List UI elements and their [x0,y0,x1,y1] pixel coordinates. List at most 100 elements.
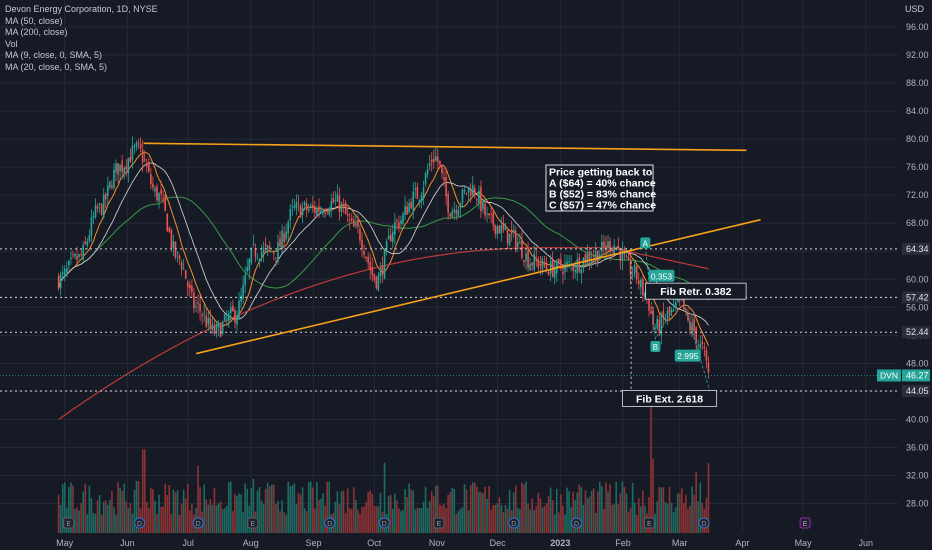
candle-body [500,225,503,234]
volume-bar [76,507,78,533]
legend-indicator[interactable]: MA (9, close, 0, SMA, 5) [5,50,103,61]
volume-bar [353,487,355,533]
candle-body [517,242,519,247]
candle-body [502,223,505,230]
event-badge [433,517,445,529]
event-badge [134,517,146,529]
volume-bar [584,490,587,533]
fib-ratio: 0.353 [648,269,675,282]
candle-body [674,302,677,308]
candle-body [467,186,470,192]
ticker-label: DVN [880,370,898,380]
candle-body [303,202,306,206]
volume-bar [404,489,406,533]
price-axis[interactable]: 28.0032.0036.0040.0044.0048.0052.0056.00… [877,0,932,550]
volume-bar [623,486,626,533]
volume-bar [260,500,263,533]
volume-bar [670,502,673,533]
volume-bar [555,488,558,533]
candle-body [539,263,542,266]
candle-body [121,160,123,172]
volume-bar [488,485,490,533]
legend-indicator[interactable]: Vol [5,38,18,49]
candle-body [268,246,271,249]
legend-title[interactable]: Devon Energy Corporation, 1D, NYSE [5,4,158,14]
currency-label[interactable]: USD [904,4,924,14]
candle-body [377,274,380,291]
earnings-event: E [799,517,811,529]
legend-indicator[interactable]: MA (20, close, 0, SMA, 5) [5,61,108,72]
volume-bar [168,484,171,533]
volume-bar [508,490,511,533]
price-tick-label: 92.00 [906,50,929,60]
volume-bar [305,511,308,533]
volume-bar [430,491,433,533]
volume-bar [68,486,70,533]
candle-body [459,203,462,209]
candle-body [512,229,515,232]
fib-ratio-label: 0.353 [651,271,673,281]
volume-bar [127,508,130,533]
candle-body [387,235,390,240]
volume-bar [162,506,164,533]
volume-bar [676,493,679,533]
volume-bar [693,494,695,533]
volume-bar [152,489,154,533]
volume-bar [687,508,689,533]
candle-body [650,310,652,314]
candle-body [664,318,667,320]
volume-bar [113,507,115,533]
candle-body [234,310,236,323]
legend-indicator[interactable]: MA (50, close) [5,15,63,26]
event-label: D [701,521,706,528]
volume-bar [225,505,228,533]
legend-indicator[interactable]: MA (200, close) [5,27,68,38]
candle-body [707,362,710,373]
volume-bar [336,491,339,533]
volume-bar [117,482,119,533]
dividend-event: D [192,517,204,529]
volume-bar [314,508,316,533]
candle-body [482,201,484,210]
volume-bar [240,494,242,533]
volume-bar [445,507,447,533]
candle-body [605,245,607,251]
volume-bar [322,493,324,533]
annotation-box[interactable]: Price getting back to A ($64) = 40% chan… [545,164,656,212]
volume-bar [297,492,300,533]
candle-body [59,274,62,289]
candle-body [531,262,533,266]
volume-bar [328,481,331,533]
time-axis[interactable]: May Jun Jul Aug Sep Oct Nov Dec 2023 Feb Mar Apr May… [0,533,898,550]
volume-bar [131,513,134,533]
volume-bar [141,449,144,533]
volume-bar [498,497,501,533]
candle-body [666,310,669,318]
volume-bar [361,507,363,533]
candle-body [484,203,486,216]
volume-bar [523,484,525,533]
volume-bar [514,485,517,533]
volume-bar [199,487,201,533]
volume-bar [377,506,380,533]
candle-body [435,155,437,161]
candle-body [496,226,499,235]
candle-body [453,209,456,213]
candle-body [416,186,419,200]
volume-bar [344,513,347,533]
candle-body [168,227,171,232]
volume-bar [137,481,140,533]
candle-body [420,195,423,203]
volume-bar [580,487,583,533]
volume-bar [541,507,544,533]
volume-bar [422,501,425,533]
volume-bar [705,497,708,533]
candle-body [465,192,468,194]
volume-bar [590,490,593,533]
candle-body [184,270,187,279]
candle-body [115,163,117,173]
volume-bar [467,510,470,533]
candle-body [252,244,255,245]
candle-body [96,206,99,209]
